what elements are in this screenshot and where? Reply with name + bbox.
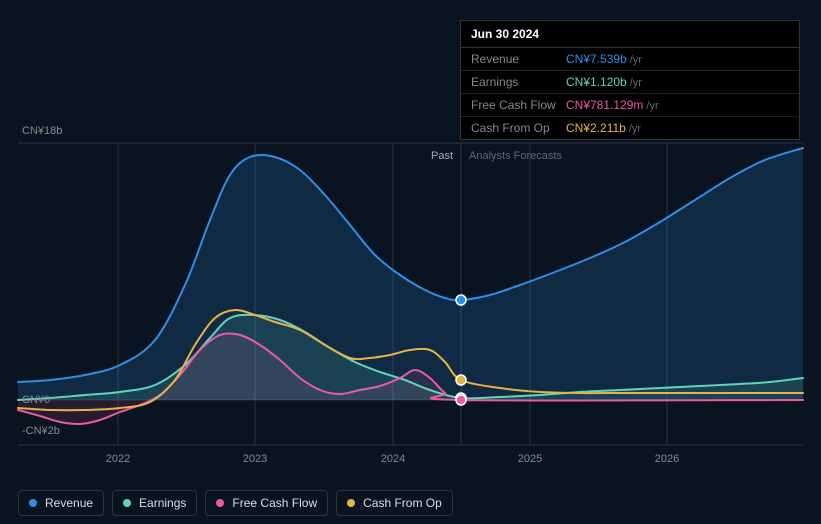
legend-label: Cash From Op [363, 496, 442, 510]
legend-dot-icon [347, 499, 355, 507]
legend-dot-icon [123, 499, 131, 507]
tooltip-metric-label: Revenue [471, 52, 566, 66]
tooltip-unit: /yr [630, 77, 642, 89]
y-axis-tick-label: -CN¥2b [22, 425, 60, 437]
tooltip-metric-value: CN¥7.539b [566, 52, 627, 66]
tooltip-date: Jun 30 2024 [461, 21, 799, 48]
tooltip-unit: /yr [629, 123, 641, 135]
tooltip-metric-value: CN¥1.120b [566, 75, 627, 89]
forecast-period-label: Analysts Forecasts [469, 150, 562, 162]
legend-item-revenue[interactable]: Revenue [18, 490, 104, 516]
legend-label: Earnings [139, 496, 186, 510]
tooltip-metric-label: Free Cash Flow [471, 98, 566, 112]
legend-item-cash-from-op[interactable]: Cash From Op [336, 490, 453, 516]
legend-item-free-cash-flow[interactable]: Free Cash Flow [205, 490, 328, 516]
tooltip-row: EarningsCN¥1.120b/yr [461, 71, 799, 94]
tooltip-row: Free Cash FlowCN¥781.129m/yr [461, 94, 799, 117]
tooltip-unit: /yr [646, 100, 658, 112]
tooltip-row: RevenueCN¥7.539b/yr [461, 48, 799, 71]
data-tooltip: Jun 30 2024 RevenueCN¥7.539b/yrEarningsC… [460, 20, 800, 140]
y-axis-tick-label: CN¥0 [22, 394, 50, 406]
tooltip-unit: /yr [630, 54, 642, 66]
x-axis-tick-label: 2022 [106, 453, 130, 465]
tooltip-metric-value: CN¥781.129m [566, 98, 643, 112]
past-period-label: Past [431, 150, 453, 162]
legend-label: Free Cash Flow [232, 496, 317, 510]
financial-forecast-chart: CN¥18b CN¥0 -CN¥2b 2022 2023 2024 2025 2026 Pa… [0, 0, 821, 524]
tooltip-metric-value: CN¥2.211b [566, 121, 626, 135]
tooltip-metric-label: Cash From Op [471, 121, 566, 135]
legend-dot-icon [29, 499, 37, 507]
y-axis-tick-label: CN¥18b [22, 125, 62, 137]
x-axis-tick-label: 2024 [381, 453, 405, 465]
legend-label: Revenue [45, 496, 93, 510]
tooltip-row: Cash From OpCN¥2.211b/yr [461, 117, 799, 139]
chart-legend: Revenue Earnings Free Cash Flow Cash From O… [18, 490, 453, 516]
legend-item-earnings[interactable]: Earnings [112, 490, 197, 516]
x-axis-tick-label: 2023 [243, 453, 267, 465]
tooltip-metric-label: Earnings [471, 75, 566, 89]
x-axis-tick-label: 2025 [518, 453, 542, 465]
x-axis-tick-label: 2026 [655, 453, 679, 465]
legend-dot-icon [216, 499, 224, 507]
